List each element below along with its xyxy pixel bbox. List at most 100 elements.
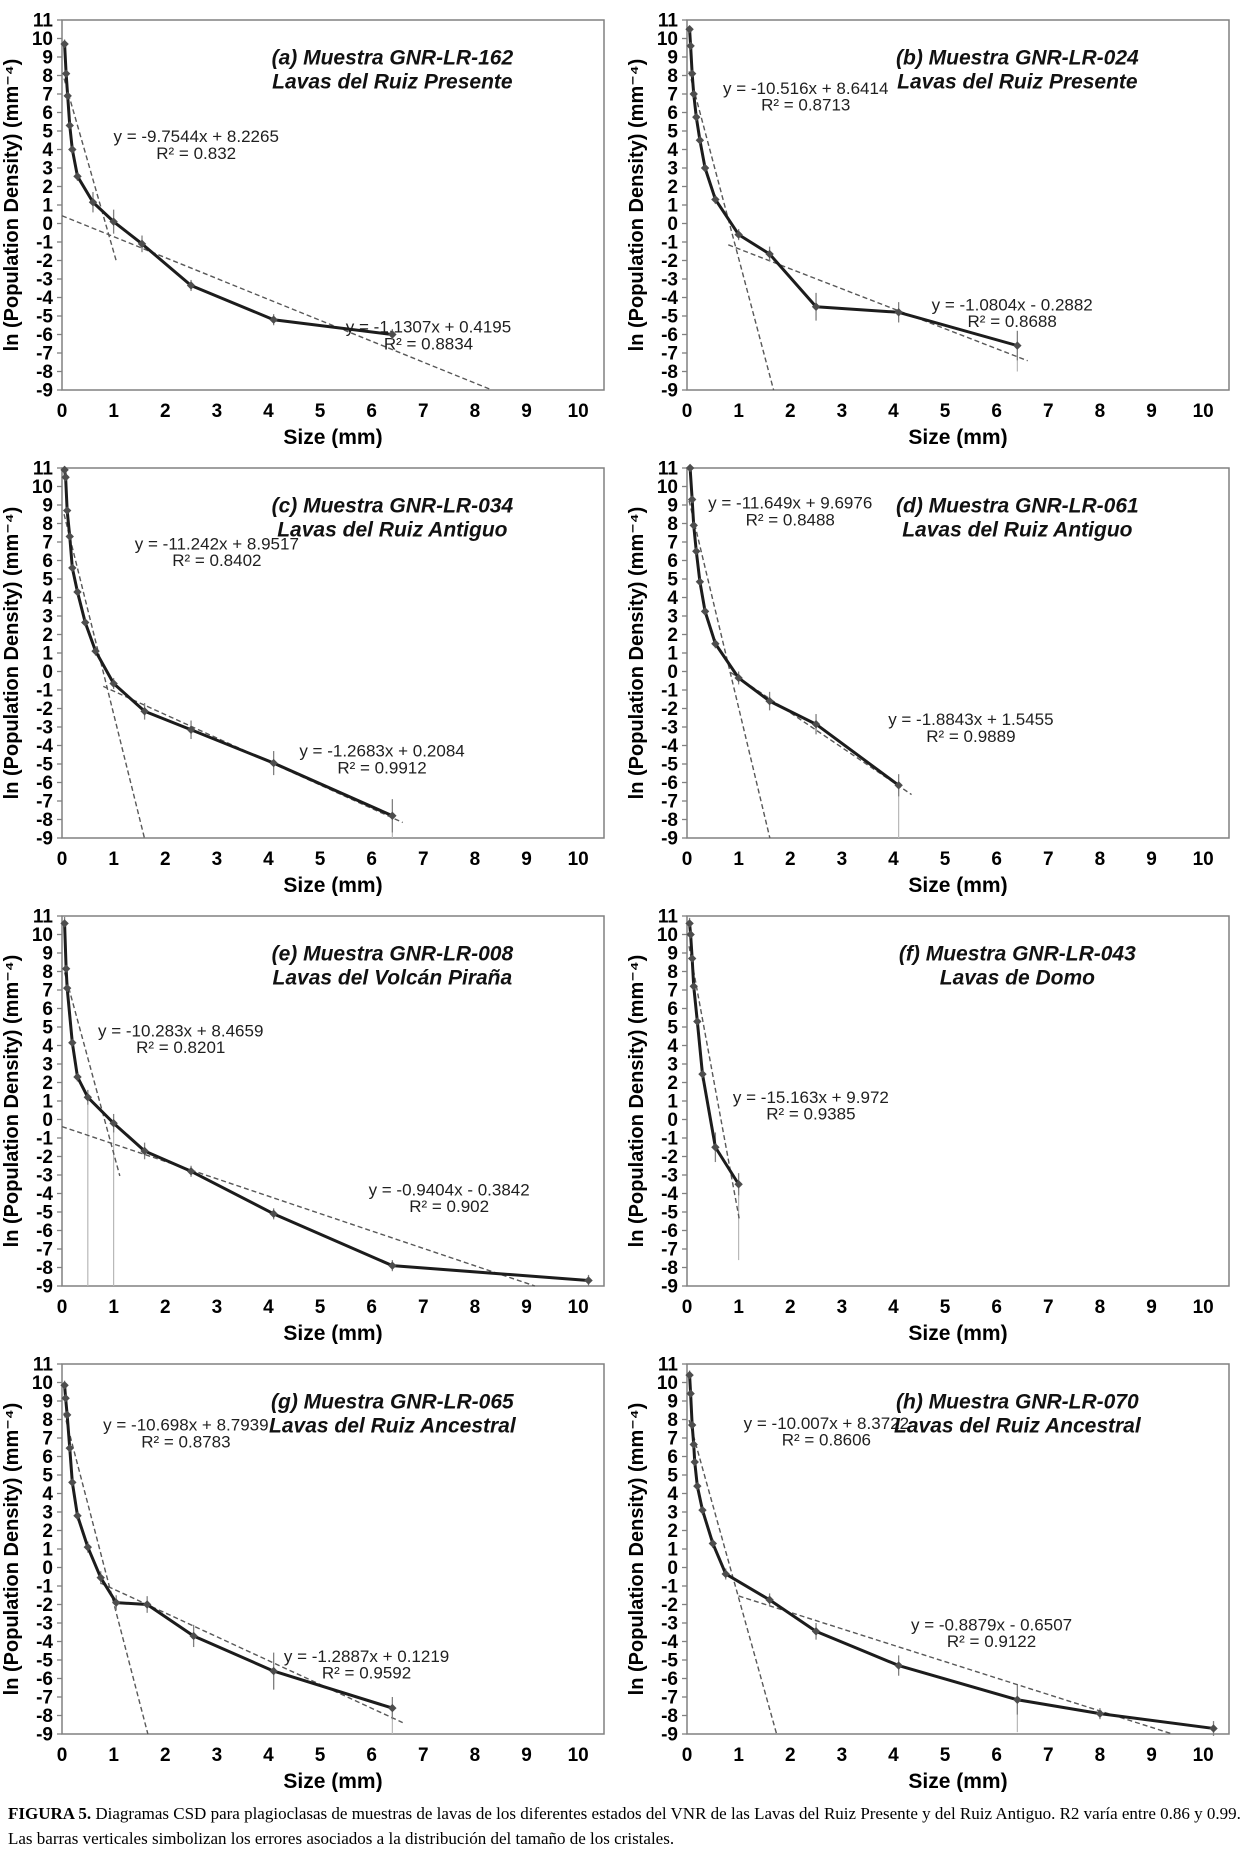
data-point-marker: [60, 39, 69, 49]
y-axis-tick-label: 2: [42, 177, 53, 198]
x-axis-tick-label: 10: [1193, 1297, 1214, 1318]
x-axis-tick-label: 3: [837, 1745, 848, 1766]
y-axis-tick-label: 3: [42, 607, 53, 628]
data-point-marker: [700, 163, 710, 173]
y-axis-tick-label: 8: [42, 514, 53, 535]
csd-panel-c: 11 10 9 8 7 6 5 4 3 2 1 0 -1 -2 -3 -4 -5 -6 -7 -8 -9 0 1 2 3 4 5 6 7…: [0, 448, 625, 896]
y-axis-tick-label: 3: [42, 159, 53, 180]
y-axis-tick-label: -4: [36, 1632, 53, 1653]
y-axis-tick-label: -6: [661, 1221, 678, 1242]
x-axis-tick-label: 7: [418, 1297, 429, 1318]
y-axis-title: ln (Population Density) (mm⁻⁴): [1, 1403, 23, 1696]
csd-panel-b: 11 10 9 8 7 6 5 4 3 2 1 0 -1 -2 -3 -4 -5 -6 -7 -8 -9 0 1 2 3 4 5 6 7…: [625, 0, 1250, 448]
y-axis-tick-label: -6: [36, 1669, 53, 1690]
x-axis-tick-label: 10: [1193, 849, 1214, 870]
data-point-marker: [698, 1505, 707, 1515]
data-point-marker: [708, 1539, 718, 1548]
panel-title-line1: (f) Muestra GNR-LR-043: [899, 942, 1136, 965]
y-axis-tick-label: -1: [36, 681, 53, 702]
data-point-marker: [137, 239, 147, 249]
x-axis-tick-label: 3: [212, 849, 223, 870]
y-axis-tick-label: -6: [36, 1221, 53, 1242]
data-point-marker: [695, 136, 705, 145]
csd-panel-d: 11 10 9 8 7 6 5 4 3 2 1 0 -1 -2 -3 -4 -5 -6 -7 -8 -9 0 1 2 3 4 5 6 7…: [625, 448, 1250, 896]
x-axis-title: Size (mm): [908, 1322, 1007, 1344]
y-axis-tick-label: 9: [42, 1392, 53, 1413]
trendline-2-equation: y = -1.1307x + 0.4195: [346, 318, 511, 337]
x-axis-tick-label: 4: [263, 1745, 274, 1766]
x-axis-tick-label: 9: [1146, 1745, 1157, 1766]
y-axis-tick-label: -1: [661, 233, 678, 254]
x-axis-tick-label: 8: [470, 1297, 481, 1318]
y-axis-tick-label: 0: [42, 1558, 53, 1579]
trendline-2-r2: R² = 0.9912: [337, 758, 426, 777]
y-axis-tick-label: 8: [667, 1410, 678, 1431]
x-axis-tick-label: 5: [315, 1745, 326, 1766]
data-point-marker: [269, 1209, 278, 1219]
x-axis-title: Size (mm): [283, 1770, 382, 1792]
x-axis-tick-label: 1: [733, 401, 744, 422]
y-axis-title: ln (Population Density) (mm⁻⁴): [1, 59, 23, 352]
trendline-1-equation: y = -10.698x + 8.7939: [103, 1416, 268, 1435]
y-axis-tick-label: -2: [661, 699, 678, 720]
x-axis-tick-label: 5: [940, 1297, 951, 1318]
y-axis-tick-label: -7: [36, 1688, 53, 1709]
caption-text: Diagramas CSD para plagioclasas de muest…: [8, 1804, 1241, 1848]
x-axis-tick-label: 2: [785, 401, 796, 422]
x-axis-tick-label: 1: [108, 401, 119, 422]
x-axis-tick-label: 0: [682, 401, 693, 422]
x-axis-tick-label: 7: [1043, 849, 1054, 870]
y-axis-tick-label: 9: [667, 496, 678, 517]
y-axis-tick-label: -8: [661, 362, 678, 383]
panel-title-line2: Lavas de Domo: [940, 966, 1095, 989]
data-point-marker: [711, 195, 720, 204]
y-axis-tick-label: 3: [667, 159, 678, 180]
x-axis-tick-label: 8: [1095, 849, 1106, 870]
x-axis-tick-label: 0: [57, 401, 68, 422]
x-axis-title: Size (mm): [908, 874, 1007, 896]
x-axis-tick-label: 8: [1095, 1297, 1106, 1318]
y-axis-tick-label: 0: [42, 1110, 53, 1131]
x-axis-tick-label: 6: [366, 849, 377, 870]
y-axis-tick-label: -8: [36, 1706, 53, 1727]
x-axis-tick-label: 5: [940, 849, 951, 870]
data-point-marker: [1095, 1709, 1105, 1718]
y-axis-tick-label: -1: [661, 1129, 678, 1150]
y-axis-tick-label: 9: [667, 1392, 678, 1413]
trendline-1-equation: y = -10.283x + 8.4659: [98, 1021, 263, 1040]
y-axis-tick-label: -3: [661, 1166, 678, 1187]
y-axis-tick-label: 5: [42, 1018, 53, 1039]
x-axis-tick-label: 10: [1193, 1745, 1214, 1766]
y-axis-tick-label: 10: [657, 1373, 678, 1394]
y-axis-tick-label: 2: [42, 1521, 53, 1542]
y-axis-tick-label: 0: [42, 214, 53, 235]
x-axis-tick-label: 2: [160, 1745, 171, 1766]
x-axis-tick-label: 5: [940, 1745, 951, 1766]
data-point-marker: [81, 618, 90, 627]
y-axis-tick-label: 7: [667, 85, 678, 106]
y-axis-tick-label: 6: [42, 103, 53, 124]
data-point-marker: [700, 607, 710, 616]
y-axis-tick-label: 8: [42, 962, 53, 983]
y-axis-tick-label: 1: [42, 196, 53, 217]
x-axis-tick-label: 6: [991, 401, 1002, 422]
y-axis-tick-label: -7: [661, 344, 678, 365]
x-axis-tick-label: 7: [1043, 1297, 1054, 1318]
data-point-marker: [189, 1631, 198, 1641]
y-axis-tick-label: 4: [42, 1036, 53, 1057]
x-axis-tick-label: 1: [733, 1745, 744, 1766]
y-axis-tick-label: 11: [33, 1355, 54, 1376]
y-axis-tick-label: -2: [661, 251, 678, 272]
data-point-marker: [68, 145, 77, 154]
x-axis-tick-label: 8: [470, 849, 481, 870]
y-axis-tick-label: 5: [42, 1466, 53, 1487]
y-axis-tick-label: 8: [667, 514, 678, 535]
y-axis-tick-label: 4: [42, 588, 53, 609]
trendline-2-equation: y = -0.9404x - 0.3842: [369, 1180, 530, 1199]
trendline-1: [63, 514, 146, 839]
data-point-marker: [693, 1481, 702, 1491]
y-axis-tick-label: 7: [667, 533, 678, 554]
x-axis-title: Size (mm): [283, 1322, 382, 1344]
